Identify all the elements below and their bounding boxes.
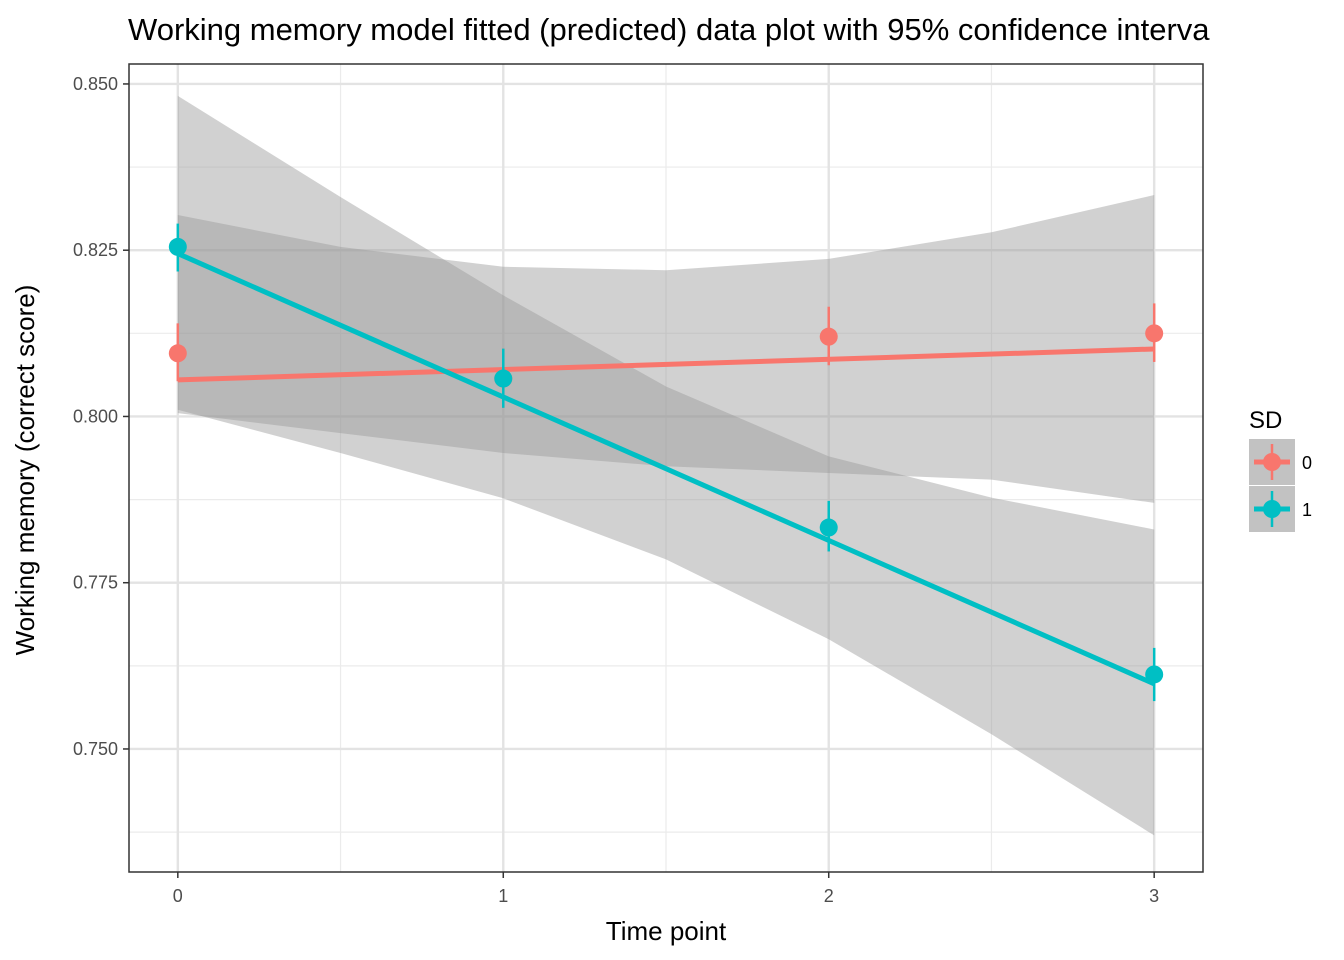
confidence-band-sd-1 — [177, 95, 1155, 836]
x-axis-title: Time point — [606, 916, 727, 946]
data-point-sd-1 — [494, 369, 513, 388]
data-points — [168, 237, 1164, 684]
legend-key-point — [1263, 500, 1281, 518]
y-tick-label: 0.750 — [73, 739, 118, 759]
y-axis-title: Working memory (correct score) — [10, 285, 40, 656]
y-tick-label: 0.850 — [73, 74, 118, 94]
data-point-sd-0 — [168, 344, 187, 363]
panel-border — [128, 63, 1204, 873]
legend-label-sd-1: 1 — [1302, 500, 1312, 520]
fit-lines — [176, 251, 1156, 687]
data-point-sd-1 — [168, 237, 187, 256]
x-tick-label: 3 — [1149, 886, 1159, 906]
y-tick-label: 0.775 — [73, 573, 118, 593]
y-axis: 0.750 0.775 0.800 0.825 0.850 — [73, 74, 129, 759]
chart-title: Working memory model fitted (predicted) … — [128, 12, 1210, 47]
legend: SD 0 1 — [1249, 407, 1312, 532]
x-tick-label: 1 — [498, 886, 508, 906]
data-point-sd-0 — [819, 327, 838, 346]
data-point-sd-0 — [1145, 324, 1164, 343]
x-tick-label: 2 — [824, 886, 834, 906]
x-axis: 0 1 2 3 — [173, 872, 1159, 906]
legend-key-point — [1263, 453, 1281, 471]
x-tick-label: 0 — [173, 886, 183, 906]
y-tick-label: 0.825 — [73, 240, 118, 260]
confidence-bands — [177, 95, 1155, 836]
grid-lines — [129, 64, 1203, 872]
data-point-sd-1 — [1145, 665, 1164, 684]
y-tick-label: 0.800 — [73, 406, 118, 426]
fit-line-sd-0 — [177, 346, 1155, 383]
plot-frame — [128, 63, 1204, 873]
legend-label-sd-0: 0 — [1302, 453, 1312, 473]
confidence-band-sd-0 — [177, 195, 1155, 503]
data-point-sd-1 — [819, 518, 838, 537]
legend-title: SD — [1249, 407, 1282, 434]
fit-line-sd-1 — [176, 251, 1156, 687]
